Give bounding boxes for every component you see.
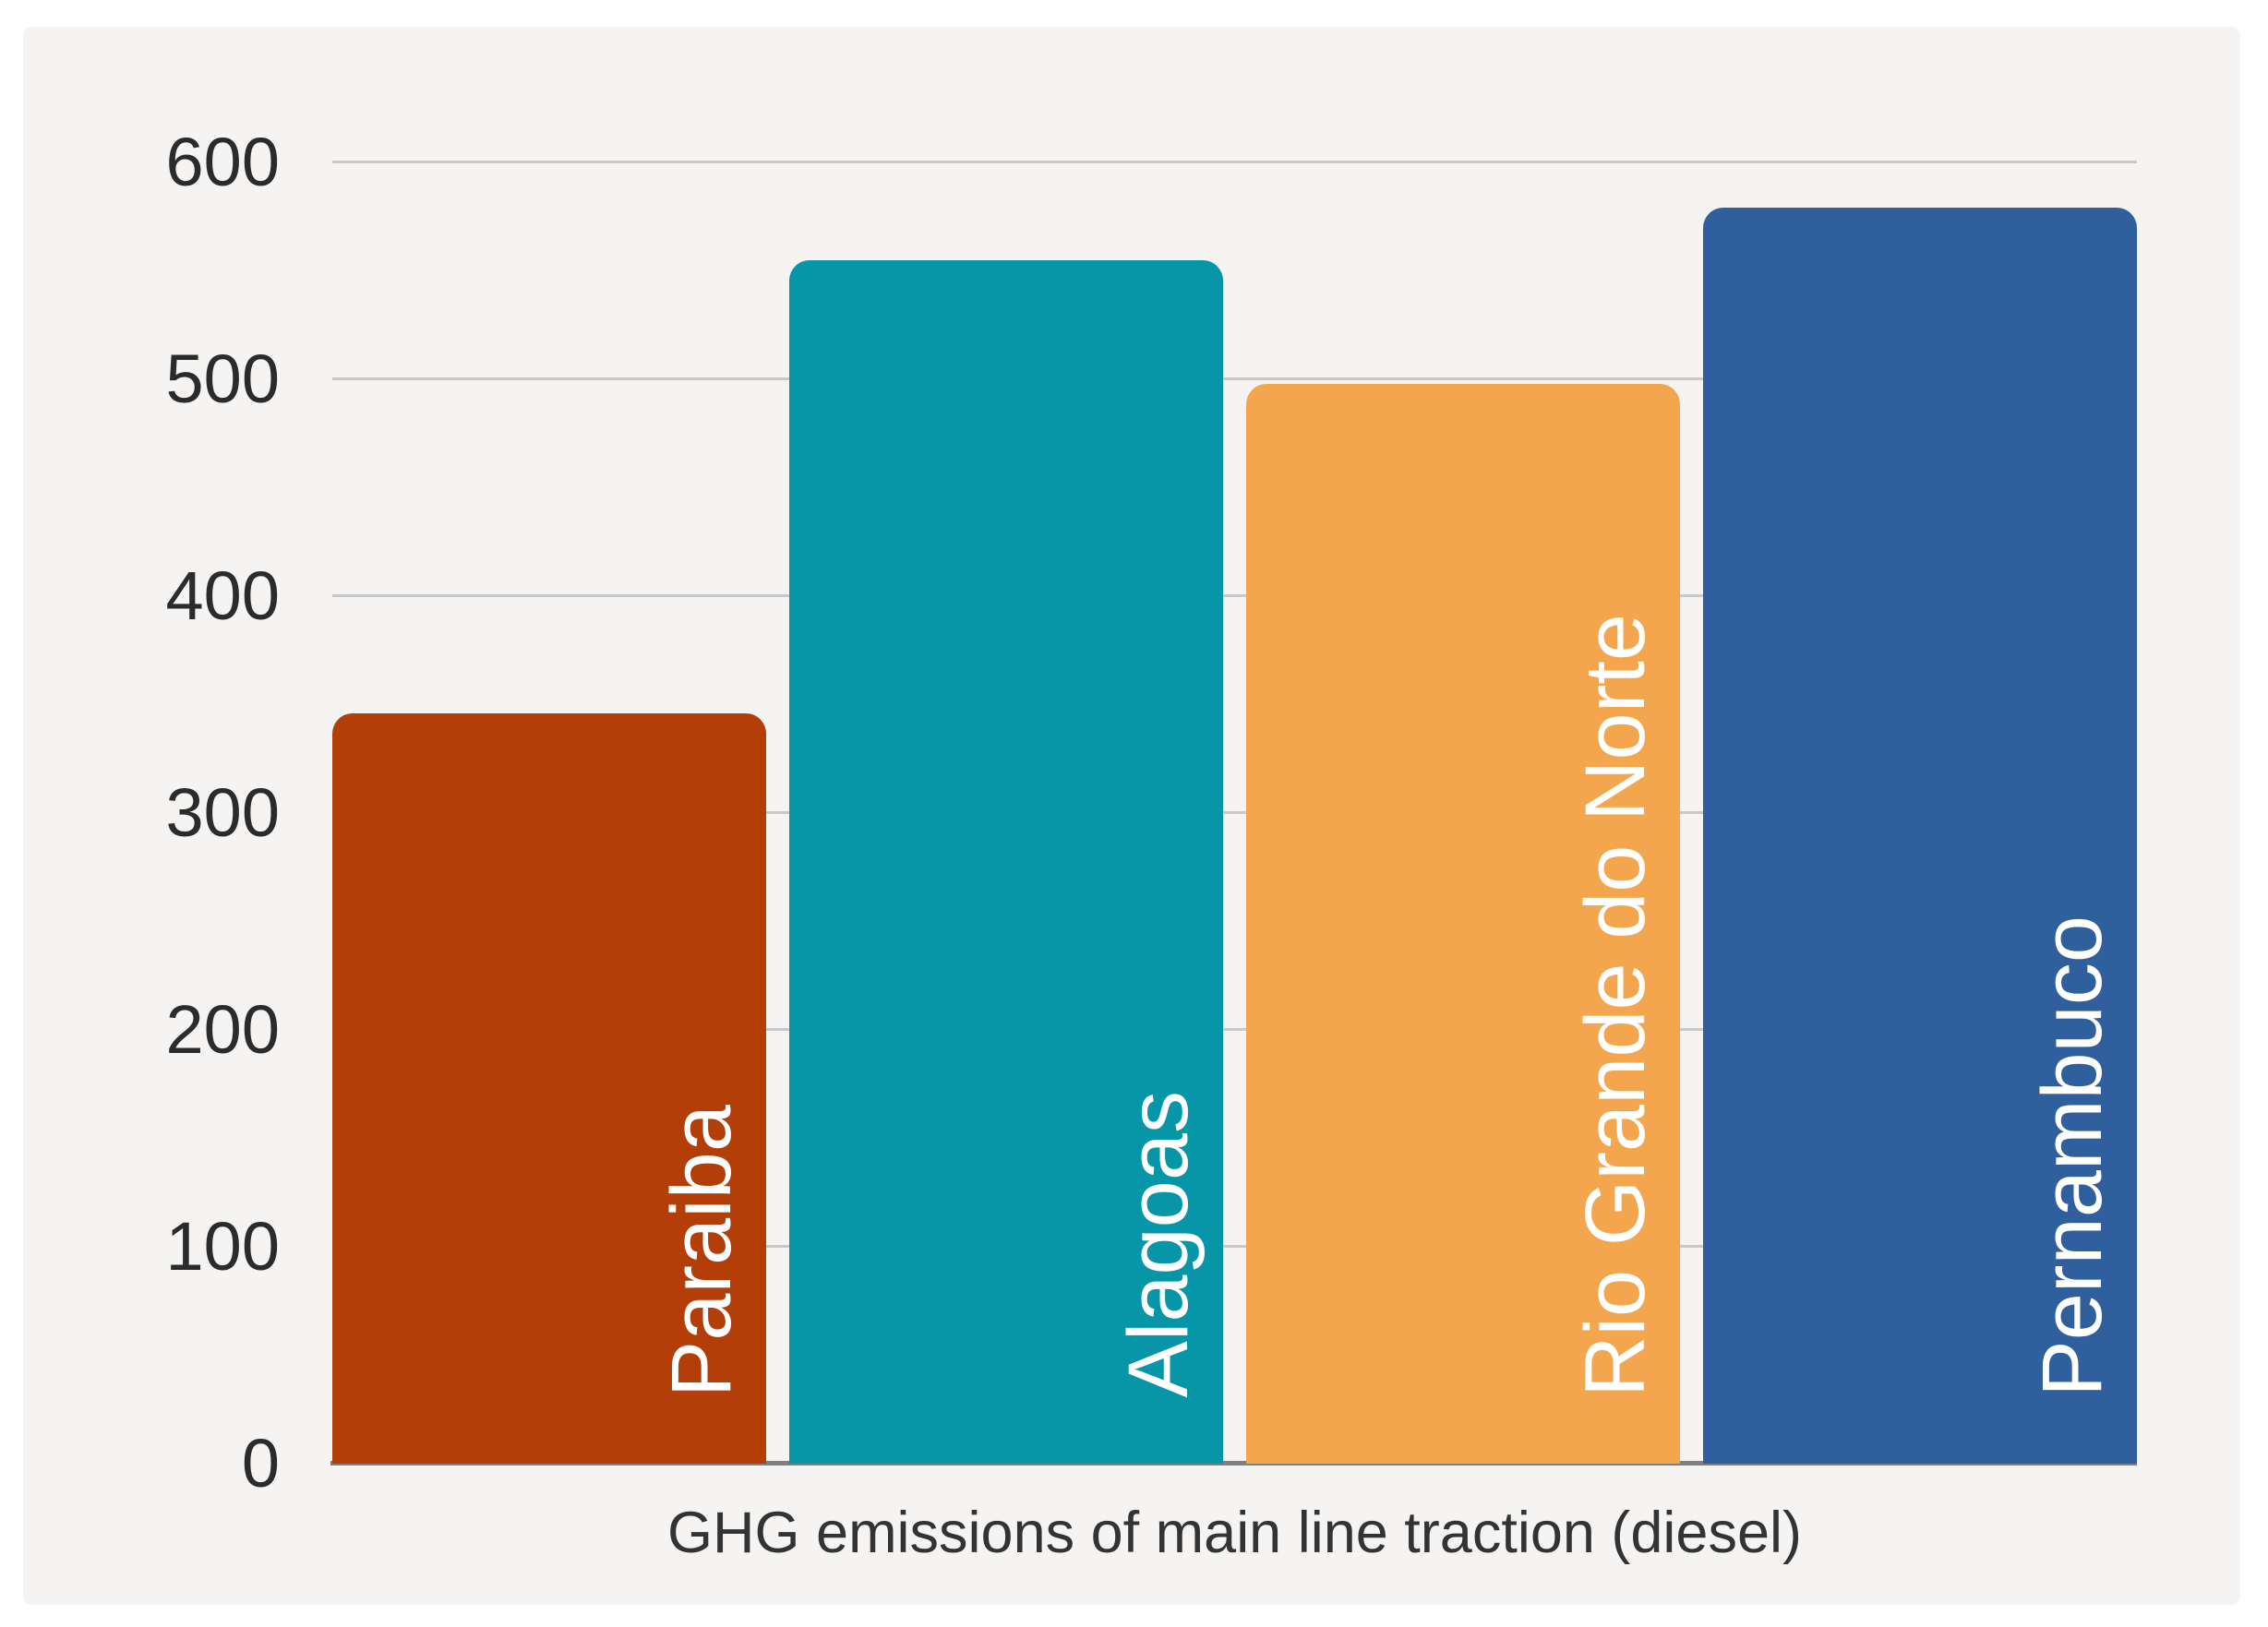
bar-pernambuco[interactable]: Pernambuco <box>1703 208 2137 1464</box>
gridline-400 <box>332 594 2137 597</box>
gridline-300 <box>332 811 2137 814</box>
bar-label-paraiba: Paraiba <box>654 1104 749 1397</box>
x-axis-title: GHG emissions of main line traction (die… <box>667 1501 1802 1565</box>
y-tick-label-200: 200 <box>165 991 280 1068</box>
y-tick-label-500: 500 <box>165 341 280 417</box>
chart-panel: 0 100 200 300 400 500 600 Paraiba Alagoas Rio Gra… <box>23 27 2240 1605</box>
gridline-100 <box>332 1245 2137 1248</box>
bar-label-pernambuco: Pernambuco <box>2025 915 2119 1397</box>
bar-alagoas[interactable]: Alagoas <box>789 260 1223 1464</box>
y-tick-label-600: 600 <box>165 124 280 200</box>
gridline-200 <box>332 1028 2137 1031</box>
y-tick-label-100: 100 <box>165 1208 280 1285</box>
y-tick-label-400: 400 <box>165 557 280 634</box>
y-tick-label-0: 0 <box>241 1425 280 1501</box>
gridline-500 <box>332 377 2137 380</box>
x-axis-line <box>330 1461 2137 1465</box>
bar-label-alagoas: Alagoas <box>1111 1090 1206 1397</box>
gridline-600 <box>332 161 2137 163</box>
y-tick-label-300: 300 <box>165 774 280 851</box>
bar-rio-grande-do-norte[interactable]: Rio Grande do Norte <box>1246 384 1680 1464</box>
bar-paraiba[interactable]: Paraiba <box>332 713 766 1464</box>
bar-label-rio-grande-do-norte: Rio Grande do Norte <box>1568 614 1662 1397</box>
